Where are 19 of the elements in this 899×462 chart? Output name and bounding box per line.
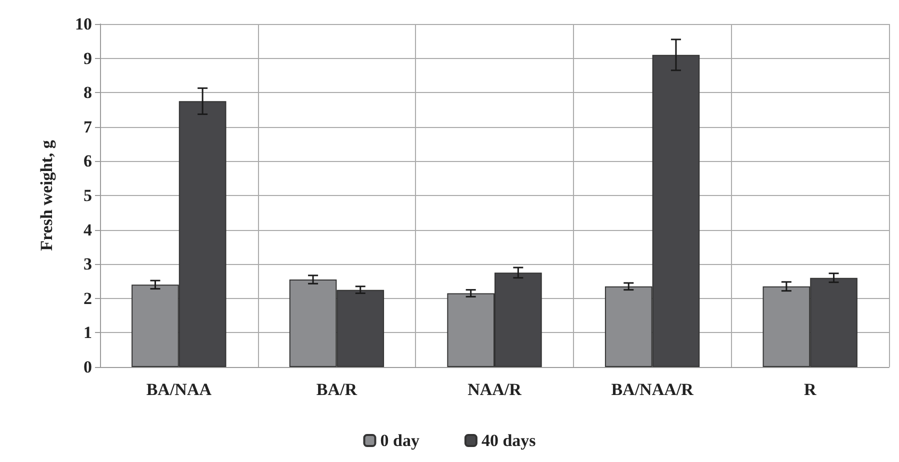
y-tick-label: 0 <box>84 358 92 376</box>
x-tick-label: R <box>804 380 817 399</box>
y-tick-label: 7 <box>84 117 92 136</box>
y-tick-label: 6 <box>84 152 92 171</box>
legend-label: 0 day <box>380 431 420 450</box>
x-tick-label: BA/R <box>316 380 358 399</box>
y-axis-title: Fresh weight, g <box>37 140 56 251</box>
x-tick-label: NAA/R <box>468 380 522 399</box>
y-tick-label: 10 <box>75 14 92 34</box>
y-tick-label: 8 <box>84 83 92 102</box>
y-tick-label: 2 <box>84 288 92 308</box>
legend-label: 40 days <box>481 431 536 450</box>
y-tick-label: 1 <box>84 323 92 342</box>
y-tick-label: 3 <box>84 254 92 274</box>
y-tick-label: 5 <box>84 186 92 205</box>
x-tick-label: BA/NAA/R <box>611 380 694 399</box>
y-tick-label: 9 <box>84 48 92 68</box>
y-tick-label: 4 <box>84 220 92 240</box>
x-tick-label: BA/NAA <box>146 380 212 399</box>
